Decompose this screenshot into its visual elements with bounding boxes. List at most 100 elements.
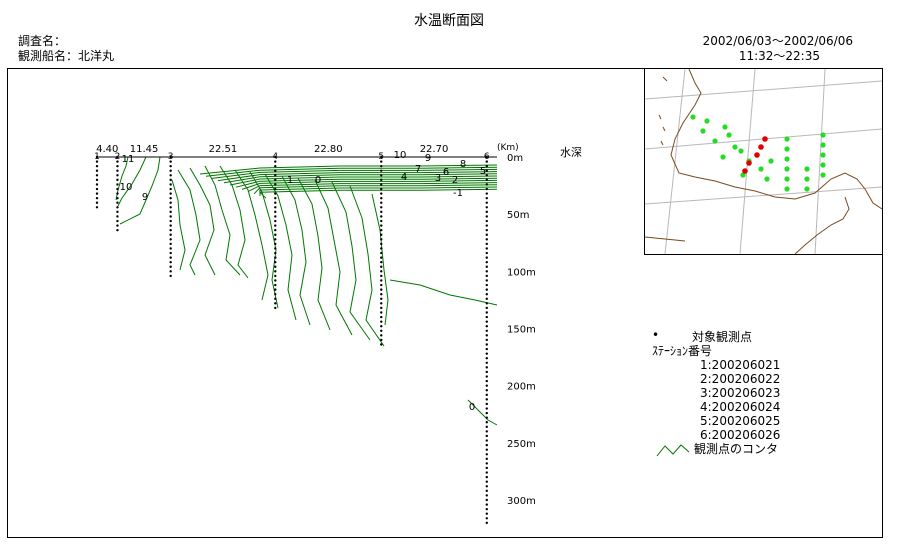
segment-distance-label: 22.51 <box>209 144 238 155</box>
station-sample-point <box>380 178 383 182</box>
station-sample-point <box>485 407 488 410</box>
coastline <box>644 68 883 255</box>
coastline-segment <box>670 68 883 210</box>
station-sample-point <box>380 251 383 255</box>
contour-value-label: 0 <box>315 175 321 186</box>
legend-station-item: 5:200206025 <box>700 414 781 428</box>
station-sample-point <box>116 210 119 214</box>
station-sample-point <box>274 183 277 186</box>
legend: • 対象観測点 ｽﾃｰｼｮﾝ番号 1:200206021 2:200206022 3… <box>652 328 780 460</box>
contour-value-label: 10 <box>394 150 407 161</box>
station-sample-point <box>274 210 277 214</box>
station-sample-point <box>485 201 488 204</box>
station-sample-point <box>274 233 277 236</box>
coastline-segment <box>662 76 668 82</box>
station-sample-point <box>95 192 99 195</box>
station-sample-point <box>169 233 172 236</box>
map-station-green <box>784 186 790 192</box>
station-sample-point <box>95 196 99 200</box>
chart-frame <box>7 68 883 538</box>
legend-observation-label: 対象観測点 <box>692 330 753 344</box>
station-sample-point <box>95 206 99 209</box>
station-sample-point <box>380 283 383 287</box>
station-sample-point <box>169 178 172 182</box>
station-sample-point <box>485 517 488 520</box>
station-sample-point <box>274 160 277 163</box>
contour-value-label: 8 <box>460 159 466 170</box>
map-station-red <box>762 136 768 142</box>
station-map <box>644 68 883 255</box>
legend-station-item: 6:200206026 <box>700 428 781 442</box>
map-grid <box>644 68 883 255</box>
station-sample-point <box>485 224 488 227</box>
station-sample-point <box>485 320 488 323</box>
station-sample-point <box>485 416 488 419</box>
station-sample-point <box>485 279 488 282</box>
station-sample-point <box>116 160 119 163</box>
map-station-green <box>804 166 810 172</box>
station-sample-point <box>274 247 277 250</box>
depth-tick-label: 200m <box>507 382 536 393</box>
station-sample-point <box>485 347 488 351</box>
legend-station-list: 1:200206021 2:200206022 3:200206023 4:20020… <box>652 358 780 442</box>
map-points <box>690 114 826 192</box>
map-station-green <box>784 166 790 172</box>
coastline-segment <box>794 196 850 255</box>
station-sample-point <box>380 183 383 186</box>
station-sample-point <box>485 306 488 310</box>
station-sample-point <box>485 453 488 456</box>
coastline-segment <box>658 114 662 120</box>
station-sample-point <box>380 311 383 314</box>
station-sample-point <box>380 164 383 168</box>
distance-unit-label: (Km) <box>497 143 519 153</box>
station-sample-point <box>274 238 277 241</box>
isotherm-line <box>117 156 147 207</box>
station-sample-point <box>380 206 383 209</box>
legend-station-item: 2:200206022 <box>700 372 781 386</box>
isotherm-line <box>281 175 311 326</box>
station-sample-point <box>485 366 488 369</box>
station-sample-point <box>380 228 383 232</box>
station-sample-point <box>380 256 383 259</box>
station-sample-point <box>485 485 488 488</box>
station-sample-point <box>95 164 99 168</box>
ship-name-label: 観測船名：北洋丸 <box>18 49 115 63</box>
station-sample-point <box>380 274 383 278</box>
station-sample-point <box>380 306 383 310</box>
station-sample-point <box>485 329 488 332</box>
station-sample-point <box>485 293 488 296</box>
isotherm-line <box>211 168 498 179</box>
map-station-green <box>738 148 744 154</box>
map-station-green <box>704 118 710 124</box>
station-sample-point <box>485 210 488 214</box>
legend-station-title: ｽﾃｰｼｮﾝ番号 <box>652 344 713 358</box>
isotherm-line <box>223 173 498 184</box>
station-sample-point <box>169 265 172 268</box>
segment-distance-label: 11.45 <box>130 144 159 155</box>
isotherm-line <box>189 167 216 276</box>
depth-tick-label: 250m <box>507 439 536 450</box>
contour-value-label: 1 <box>287 175 293 186</box>
station-sample-point <box>485 325 488 328</box>
station-sample-point <box>485 183 488 186</box>
station-sample-point <box>116 201 119 204</box>
map-station-green <box>712 138 718 144</box>
isotherm-line <box>253 184 498 195</box>
station-sample-point <box>485 238 488 241</box>
contour-value-label: 11 <box>122 154 135 165</box>
station-sample-point <box>485 471 488 474</box>
station-sample-point <box>380 270 383 273</box>
station-sample-point <box>116 192 119 195</box>
station-sample-point <box>485 398 488 401</box>
station-sample-point <box>485 302 488 305</box>
legend-contour-icon <box>656 444 690 457</box>
survey-name-label: 調査名： <box>18 34 67 48</box>
station-sample-point <box>116 164 119 168</box>
isotherm-line <box>247 182 498 193</box>
station-sample-point <box>95 183 99 186</box>
station-sample-point <box>485 512 488 515</box>
station-sample-point <box>274 274 277 278</box>
isotherm-line <box>467 399 498 426</box>
station-sample-point <box>485 521 488 525</box>
